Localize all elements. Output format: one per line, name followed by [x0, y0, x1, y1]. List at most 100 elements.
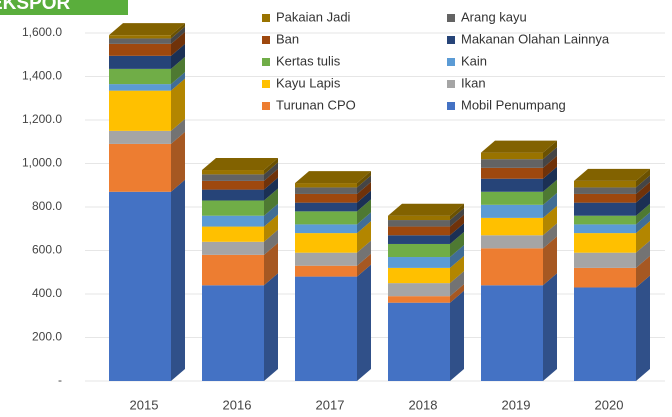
bar-side — [636, 203, 650, 225]
bar-side — [264, 203, 278, 227]
legend-label: Arang kayu — [461, 9, 527, 24]
bar-side — [264, 188, 278, 216]
bar-side — [450, 284, 464, 303]
title-box — [0, 0, 128, 15]
bar-segment — [202, 180, 264, 190]
bar-segment — [295, 252, 357, 266]
bar-side — [171, 78, 185, 131]
legend-label: Pakaian Jadi — [276, 9, 351, 24]
bar-segment — [295, 202, 357, 212]
bar-segment — [295, 187, 357, 194]
bar-side — [450, 223, 464, 244]
bar-segment — [109, 55, 171, 69]
bar-segment — [481, 167, 543, 179]
bar-side — [450, 290, 464, 381]
bar-segment — [109, 90, 171, 131]
bar-segment — [202, 285, 264, 381]
bar-side — [543, 192, 557, 218]
bar-segment — [109, 130, 171, 144]
chart-title: EKSPOR — [0, 0, 71, 14]
bar-side — [450, 255, 464, 284]
bar-segment — [295, 276, 357, 381]
y-tick-label: 1,000.0 — [22, 156, 62, 170]
legend-swatch — [262, 14, 270, 22]
bar-side — [636, 275, 650, 381]
bar-top — [109, 23, 185, 36]
bar-side — [264, 229, 278, 255]
legend-swatch — [447, 58, 455, 66]
legend-label: Kertas tulis — [276, 53, 341, 68]
bar-side — [450, 245, 464, 268]
bar-segment — [295, 224, 357, 234]
bar-side — [357, 221, 371, 253]
bar-segment — [202, 226, 264, 242]
legend-swatch — [262, 102, 270, 110]
bar-segment — [202, 174, 264, 181]
legend-label: Ban — [276, 31, 299, 46]
bar-side — [543, 166, 557, 192]
bar-side — [357, 171, 371, 188]
bar-side — [171, 56, 185, 85]
bar-segment — [481, 248, 543, 286]
y-tick-label: 400.0 — [32, 286, 62, 300]
bar-segment — [574, 180, 636, 188]
bar-segment — [295, 211, 357, 225]
y-tick-label: 1,400.0 — [22, 69, 62, 83]
bar-side — [357, 264, 371, 381]
bar-side — [264, 168, 278, 190]
bar-side — [450, 271, 464, 297]
legend-label: Makanan Olahan Lainnya — [461, 31, 610, 46]
bar-segment — [388, 283, 450, 297]
bar-side — [264, 158, 278, 175]
bar-segment — [202, 189, 264, 201]
bar-segment — [481, 191, 543, 205]
bar-side — [543, 179, 557, 205]
bar-side — [357, 253, 371, 277]
bar-segment — [202, 215, 264, 227]
bar-segment — [109, 35, 171, 39]
bar-segment — [574, 193, 636, 203]
bar-top — [295, 171, 371, 184]
bar-side — [171, 72, 185, 91]
legend-label: Mobil Penumpang — [461, 97, 566, 112]
bar-top — [481, 140, 557, 153]
bar-side — [171, 23, 185, 39]
bar-segment — [109, 143, 171, 192]
legend-swatch — [262, 36, 270, 44]
bar-segment — [109, 38, 171, 44]
bar-side — [264, 242, 278, 286]
bar-side — [450, 231, 464, 258]
bar-side — [357, 190, 371, 212]
y-tick-label: 200.0 — [32, 330, 62, 344]
bar-side — [543, 147, 557, 168]
bar-segment — [388, 296, 450, 303]
bar-side — [357, 199, 371, 225]
bar-top — [388, 203, 464, 216]
bar-side — [636, 221, 650, 253]
x-tick-label: 2015 — [130, 397, 159, 412]
legend-swatch — [262, 58, 270, 66]
bar-segment — [109, 84, 171, 91]
bar-side — [264, 273, 278, 381]
bar-segment — [574, 187, 636, 194]
legend-swatch — [447, 102, 455, 110]
y-tick-label: 1,600.0 — [22, 25, 62, 39]
bar-segment — [574, 202, 636, 216]
bar-top — [574, 168, 650, 181]
bar-top — [202, 158, 278, 171]
bar-side — [543, 140, 557, 160]
bar-segment — [481, 285, 543, 381]
bar-segment — [295, 193, 357, 203]
bar-side — [543, 205, 557, 236]
x-tick-label: 2016 — [223, 397, 252, 412]
bar-side — [171, 43, 185, 69]
bar-segment — [388, 243, 450, 258]
bar-segment — [202, 200, 264, 216]
bar-side — [450, 214, 464, 236]
bar-side — [636, 168, 650, 188]
legend-label: Ikan — [461, 75, 486, 90]
bar-segment — [295, 183, 357, 188]
bar-side — [357, 181, 371, 203]
bar-segment — [295, 265, 357, 277]
legend-swatch — [447, 36, 455, 44]
